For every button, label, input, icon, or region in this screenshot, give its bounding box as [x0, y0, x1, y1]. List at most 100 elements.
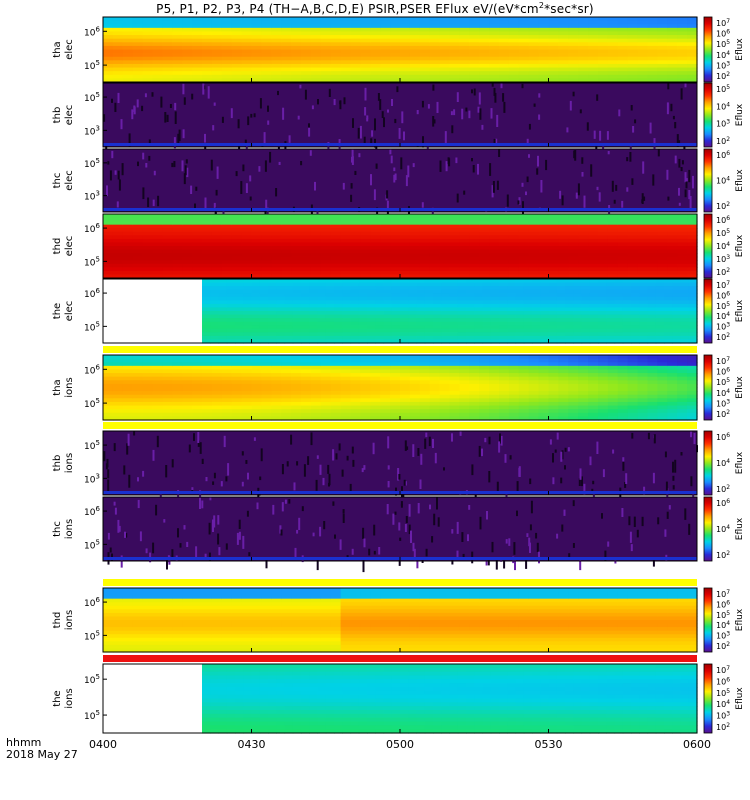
flux-cell-4 [408, 321, 418, 326]
flux-cell-4 [532, 293, 541, 298]
flux-cell-3 [400, 270, 411, 276]
flux-cell-3 [429, 214, 441, 219]
flux-cell-4 [441, 293, 451, 298]
flux-cell-5 [310, 412, 322, 417]
flux-cell-5 [687, 358, 698, 363]
flux-cell-3 [152, 270, 163, 276]
flux-cell-3 [162, 270, 173, 276]
flux-cell-0 [657, 71, 668, 76]
flux-cell-4 [268, 311, 277, 316]
flux-cell-0 [568, 67, 579, 72]
flux-cell-3 [231, 274, 243, 279]
flux-cell-5 [667, 401, 678, 407]
noise-speck-1 [343, 97, 346, 105]
noise-speck-1 [521, 83, 524, 89]
flux-cell-0 [400, 49, 411, 54]
flux-cell-3 [103, 224, 114, 229]
flux-cell-0 [192, 42, 203, 47]
flux-cell-4 [589, 296, 599, 301]
flux-cell-3 [291, 235, 302, 240]
flux-cell-3 [251, 235, 262, 240]
flux-cell-0 [400, 78, 411, 83]
flux-cell-4 [441, 307, 451, 312]
flux-cell-5 [627, 383, 639, 389]
flux-cell-4 [334, 321, 343, 326]
flux-cell-3 [202, 235, 213, 240]
noise-speck-1 [182, 129, 185, 139]
flux-cell-0 [291, 71, 302, 76]
flux-cell-3 [390, 235, 401, 240]
flux-cell-3 [687, 256, 698, 261]
flux-cell-3 [221, 246, 233, 251]
flux-cell-0 [677, 45, 688, 51]
flux-cell-0 [667, 49, 678, 54]
flux-cell-4 [210, 286, 220, 291]
flux-cell-0 [231, 53, 243, 58]
flux-cell-3 [647, 238, 658, 244]
flux-cell-5 [409, 387, 421, 392]
flux-cell-5 [687, 373, 698, 378]
panel-label-6: thb [52, 455, 63, 472]
flux-cell-0 [677, 35, 688, 40]
flux-cell-4 [523, 335, 533, 341]
flux-cell-4 [441, 325, 451, 330]
noise-speck-6 [549, 439, 552, 445]
flux-cell-4 [235, 289, 244, 294]
flux-cell-0 [657, 31, 668, 36]
flux-cell-3 [152, 242, 163, 247]
flux-cell-0 [687, 71, 698, 76]
flux-cell-0 [449, 24, 460, 29]
flux-cell-0 [380, 20, 391, 25]
noise-bg-2 [103, 149, 697, 212]
flux-cell-4 [358, 335, 368, 341]
flux-cell-4 [672, 339, 682, 344]
flux-cell-4 [325, 335, 335, 341]
flux-cell-3 [241, 246, 253, 251]
noise-speck-2 [269, 151, 272, 163]
flux-cell-3 [112, 256, 124, 261]
flux-cell-0 [558, 56, 569, 61]
flux-cell-3 [558, 228, 569, 233]
flux-cell-4 [680, 311, 690, 316]
cbar-tick-0-2: 105 [716, 39, 730, 49]
flux-cell-5 [340, 405, 352, 410]
flux-cell-4 [383, 282, 393, 287]
flux-cell-5 [607, 376, 619, 381]
noise-speck-2 [684, 172, 687, 183]
noise-speck-1 [297, 115, 300, 120]
flux-cell-4 [325, 279, 335, 284]
flux-cell-5 [122, 387, 134, 392]
flux-cell-4 [375, 286, 385, 291]
flux-cell-5 [350, 383, 361, 389]
noise-speck-6 [260, 448, 263, 462]
flux-cell-3 [508, 246, 520, 251]
flux-cell-3 [677, 224, 688, 229]
flux-cell-3 [677, 246, 688, 251]
flux-cell-5 [469, 362, 480, 367]
cbar-tick-4-0: 107 [716, 280, 730, 290]
flux-cell-4 [515, 279, 525, 284]
flux-cell-3 [657, 260, 668, 265]
flux-cell-4 [358, 300, 368, 305]
flux-cell-5 [182, 401, 193, 407]
flux-cell-4 [433, 325, 442, 330]
flux-cell-0 [202, 49, 213, 54]
flux-cell-3 [340, 224, 352, 229]
flux-cell-5 [538, 387, 550, 392]
flux-cell-5 [301, 409, 312, 414]
flux-cell-3 [489, 242, 500, 247]
flux-cell-3 [202, 231, 213, 236]
flux-cell-4 [334, 307, 343, 312]
noise-speck-2 [249, 196, 252, 201]
flux-cell-4 [358, 321, 368, 326]
flux-cell-4 [383, 321, 393, 326]
flux-cell-4 [210, 300, 220, 305]
flux-cell-0 [221, 45, 233, 51]
flux-cell-0 [310, 27, 322, 33]
flux-cell-0 [588, 42, 599, 47]
flux-cell-4 [441, 328, 451, 333]
noise-speck-6 [307, 456, 310, 465]
noise-speck-2 [204, 197, 207, 208]
flux-cell-3 [489, 217, 500, 222]
noise-speck-6 [303, 464, 306, 477]
